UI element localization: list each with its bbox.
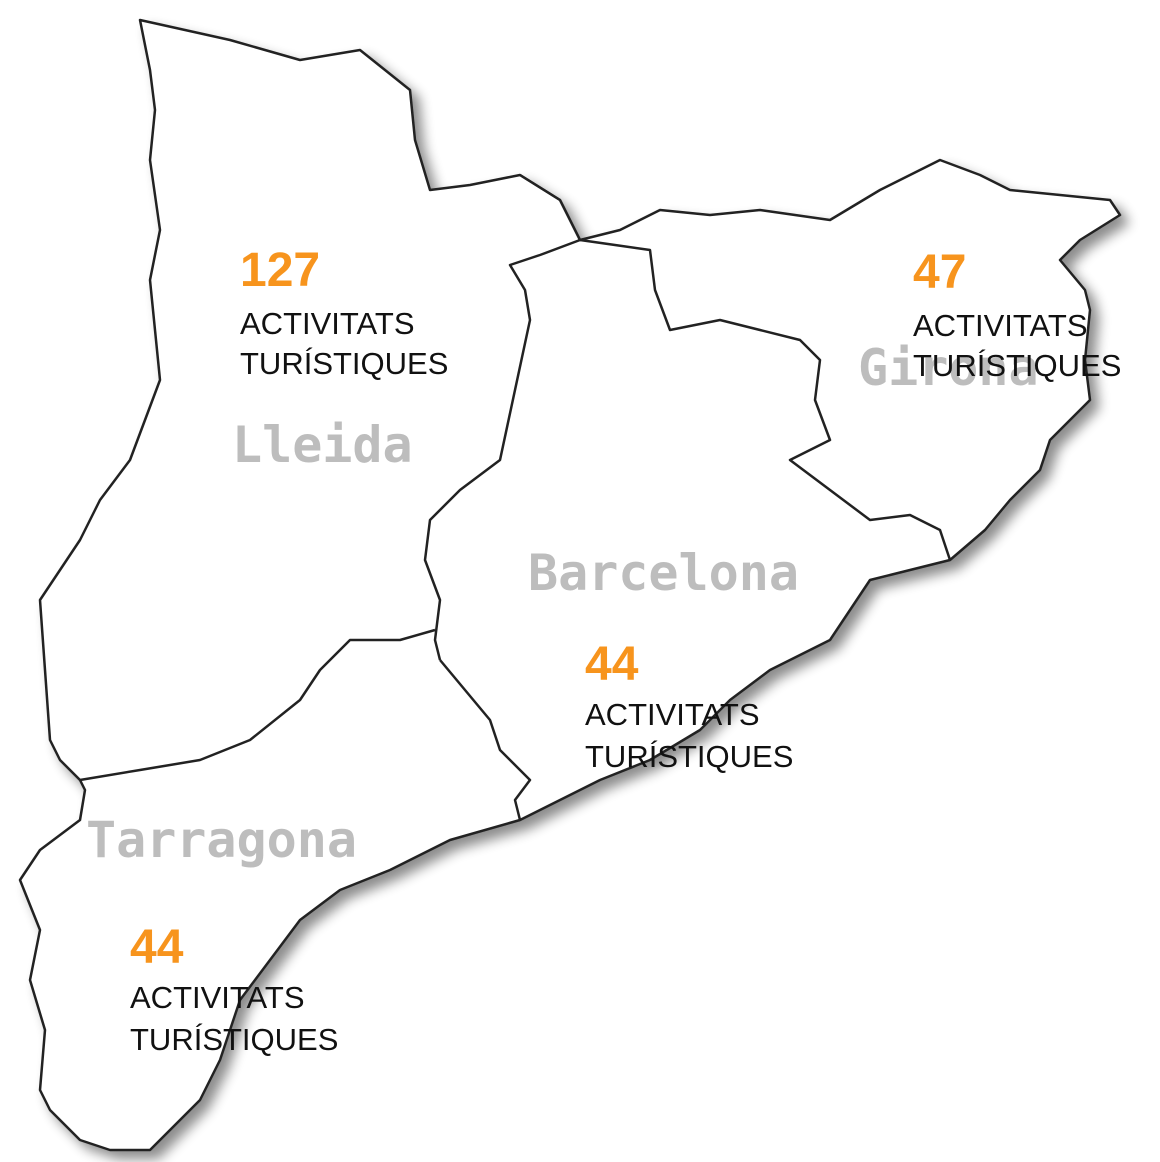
region-name: Barcelona (528, 544, 799, 602)
border-lleida-barcelona (423, 173, 582, 661)
region-name: Tarragona (86, 811, 357, 869)
activity-count: 127 (240, 244, 320, 297)
count-label: TURÍSTIQUES (240, 346, 448, 381)
activity-count: 44 (130, 921, 184, 974)
count-label: TURÍSTIQUES (913, 348, 1121, 383)
count-label: ACTIVITATS (913, 308, 1088, 343)
border-barcelona-tarragona (439, 659, 532, 821)
count-label: TURÍSTIQUES (130, 1022, 338, 1057)
region-name: Girona (858, 339, 1039, 397)
border-barcelona-girona (579, 238, 952, 561)
border-lleida-tarragona (79, 628, 436, 782)
region-name: Lleida (232, 416, 413, 474)
activity-count: 47 (913, 246, 966, 299)
activity-count: 44 (585, 638, 639, 691)
count-label: ACTIVITATS (130, 980, 305, 1015)
count-label: ACTIVITATS (585, 697, 760, 732)
count-label: ACTIVITATS (240, 306, 415, 341)
count-label: TURÍSTIQUES (585, 739, 793, 774)
catalonia-outline (18, 18, 1122, 1152)
